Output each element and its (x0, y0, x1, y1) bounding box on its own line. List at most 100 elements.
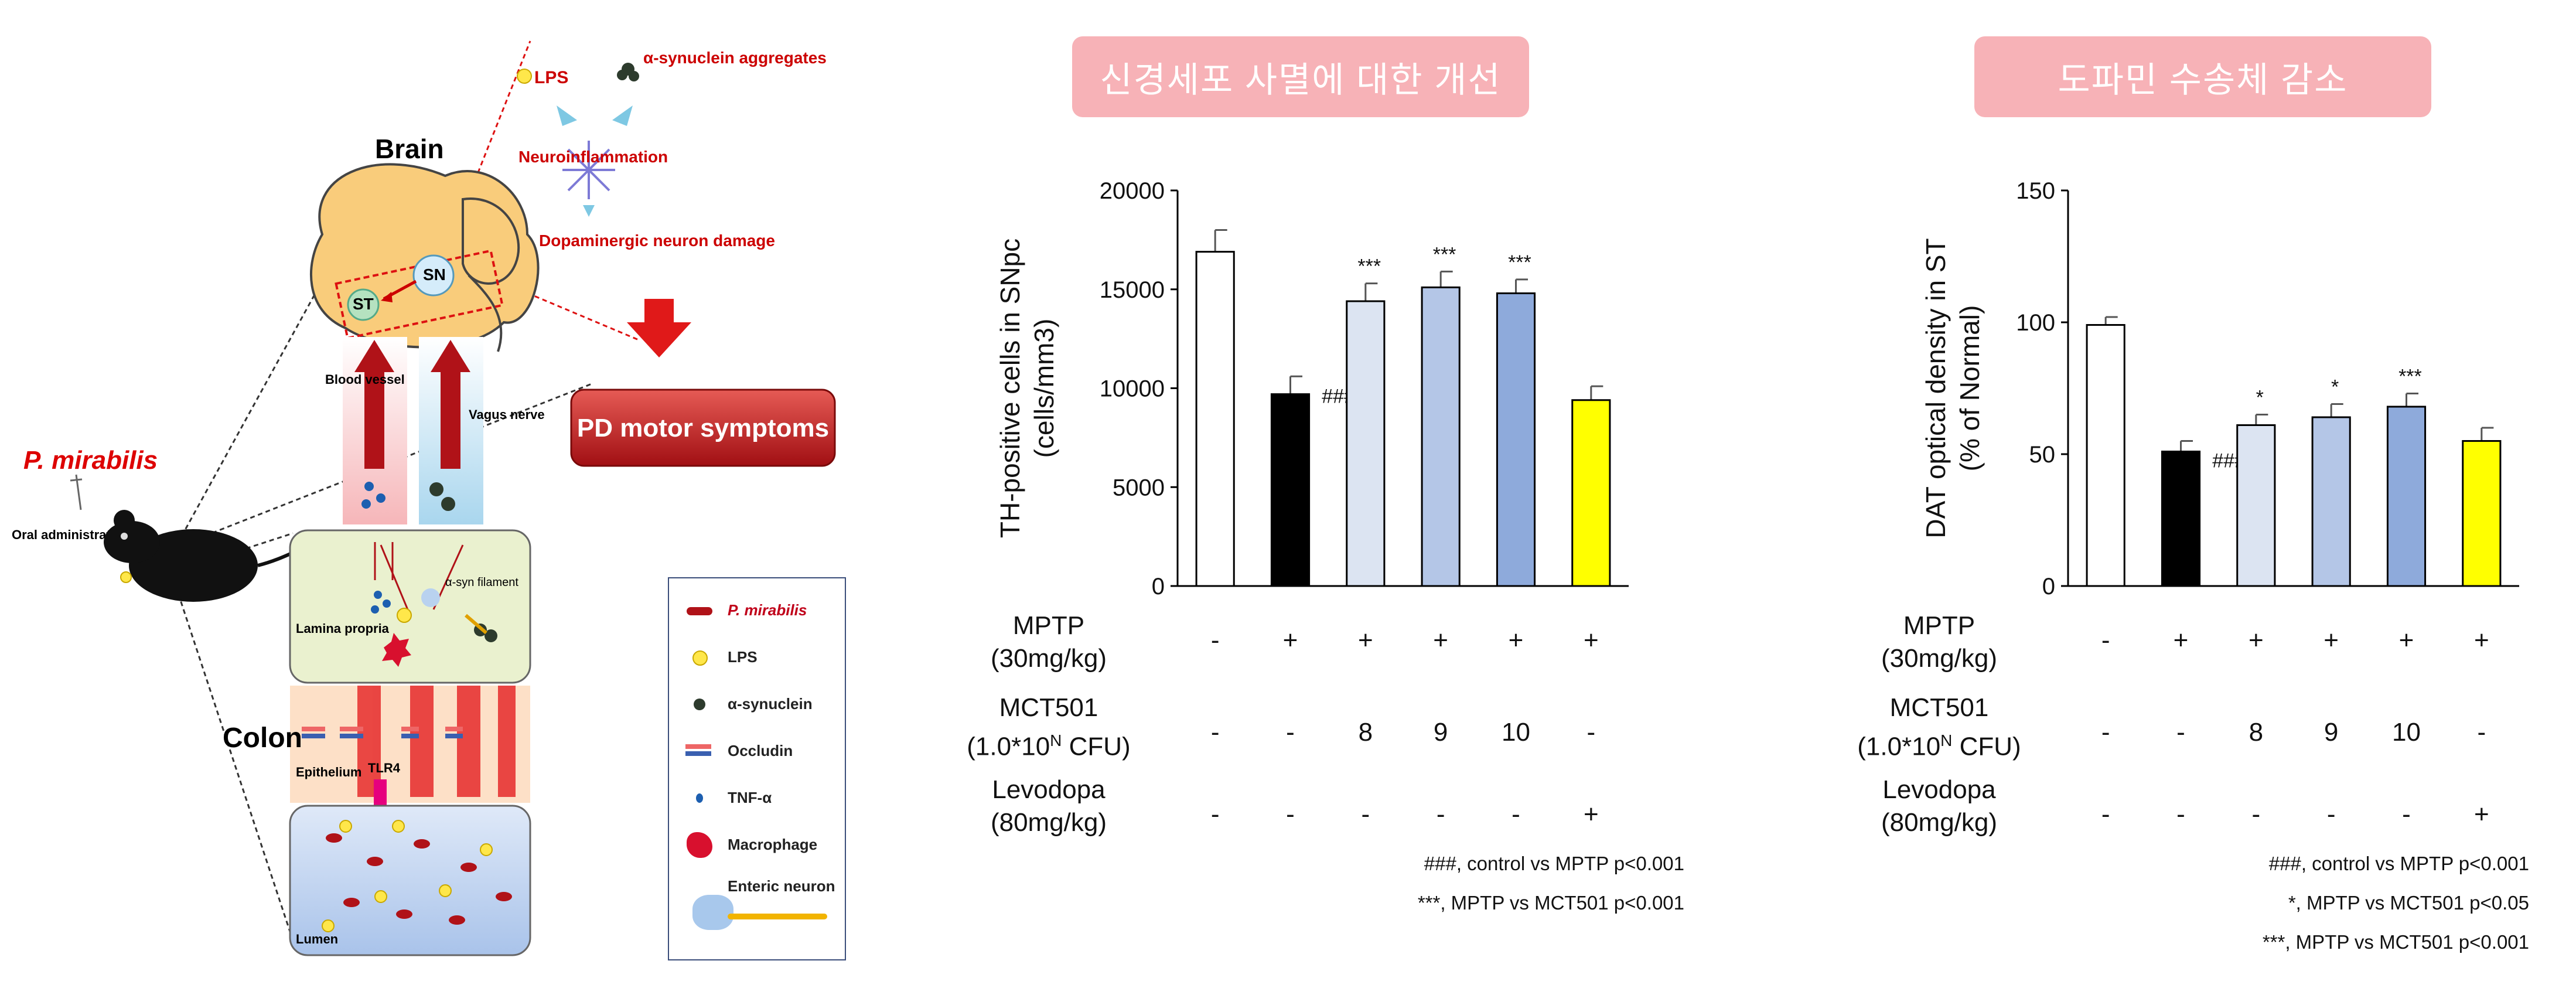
condition-cell-mptp: + (1282, 626, 1298, 655)
legend-row: α-synuclein (669, 681, 845, 728)
tnf-icon (696, 793, 703, 803)
condition-cell-levodopa: - (1512, 800, 1520, 829)
brain-illustration (309, 163, 540, 352)
y-tick-label: 150 (2016, 178, 2055, 204)
condition-cell-levodopa: - (1436, 800, 1445, 829)
legend-label: Enteric neuron (728, 877, 835, 895)
mct501-row-label-sub: (1.0*10N CFU) (1857, 731, 2021, 761)
legend-row: Enteric neuron (669, 871, 845, 948)
y-tick-label: 100 (2016, 310, 2055, 336)
condition-cell-mct: - (2176, 718, 2185, 747)
condition-cell-levodopa: - (2176, 800, 2185, 829)
y-tick-label: 15000 (1100, 277, 1165, 303)
significance-note: *, MPTP vs MCT501 p<0.05 (2288, 892, 2529, 914)
legend-label: LPS (728, 648, 758, 666)
bar (1496, 292, 1536, 587)
condition-cell-mptp: + (2173, 626, 2189, 655)
condition-cell-mct: - (1586, 718, 1596, 747)
lumen-box (289, 805, 531, 956)
condition-cell-mptp: + (2473, 626, 2489, 655)
bar (1571, 399, 1611, 587)
significance-note: ###, control vs MPTP p<0.001 (1424, 853, 1684, 874)
macrophage-icon (382, 633, 411, 667)
significance-annotation: *** (1508, 251, 1531, 274)
legend-row: LPS (669, 634, 845, 681)
condition-cell-mct: 8 (2249, 718, 2264, 747)
condition-cell-mct: - (1286, 718, 1295, 747)
y-tick-label: 10000 (1100, 376, 1165, 402)
sn-label: SN (423, 265, 446, 284)
y-axis-label-unit: (% of Normal) (1954, 305, 1985, 472)
significance-annotation: * (2331, 376, 2339, 398)
mouse-icon (104, 510, 329, 602)
condition-cell-levodopa: - (2251, 800, 2261, 829)
lamina-propria-label: Lamina propria (296, 621, 390, 636)
condition-cell-mct: 9 (1433, 718, 1448, 747)
condition-cell-levodopa: - (2402, 800, 2411, 829)
bacteria-cluster (322, 820, 512, 932)
condition-cell-levodopa: - (1361, 800, 1370, 829)
brain-label: Brain (375, 134, 444, 164)
condition-cell-mct: - (2101, 718, 2110, 747)
chart-title-neuron-death: 신경세포 사멸에 대한 개선 (1072, 36, 1529, 117)
pd-motor-symptoms-box (570, 389, 836, 467)
significance-annotation: *** (1433, 243, 1456, 265)
condition-cell-mptp: - (1210, 626, 1220, 655)
legend-label: P. mirabilis (728, 601, 807, 619)
syringe-icon (70, 474, 83, 510)
st-label: ST (353, 295, 374, 313)
bar (1270, 393, 1311, 587)
mct501-row-label: MCT501 (1.0*10N CFU) (1851, 691, 2027, 764)
legend-row: Macrophage (669, 822, 845, 868)
y-axis-label-unit: (cells/mm3) (1029, 319, 1059, 458)
enteric-neuron-axon (728, 914, 827, 919)
condition-cell-levodopa: - (1286, 800, 1295, 829)
arrow-down-right (557, 105, 577, 126)
vagus-nerve-label: Vagus nerve (469, 407, 545, 422)
significance-annotation: *** (1357, 255, 1381, 278)
condition-cell-levodopa: + (2473, 800, 2489, 829)
y-tick-label: 50 (2029, 442, 2056, 468)
condition-cell-mptp: + (1583, 626, 1599, 655)
bar (1195, 251, 1235, 587)
mct501-row-label-main: MCT501 (999, 693, 1098, 722)
diagram-legend: P. mirabilis LPS α-synuclein Occludin TN… (668, 577, 846, 960)
condition-cell-mptp: + (2248, 626, 2264, 655)
mechanism-diagram: Brain ST SN LPS α-synuclein aggregates N… (0, 0, 914, 985)
condition-cell-mptp: + (1433, 626, 1448, 655)
legend-label: Macrophage (728, 836, 818, 853)
condition-cell-levodopa: - (2101, 800, 2110, 829)
mechanism-diagram-svg: Brain ST SN LPS α-synuclein aggregates N… (12, 40, 836, 956)
y-tick-label: 0 (1152, 574, 1165, 599)
macrophage-icon (687, 832, 712, 858)
bar (2462, 440, 2502, 587)
mct501-row-label: MCT501 (1.0*10N CFU) (961, 691, 1137, 764)
red-down-arrow-icon (627, 299, 691, 357)
condition-cell-levodopa: - (2326, 800, 2336, 829)
levodopa-row-label: Levodopa (80mg/kg) (990, 775, 1107, 837)
legend-label: α-synuclein (728, 695, 813, 713)
microglia-icon (562, 141, 615, 199)
bacteria-icon (687, 607, 712, 615)
condition-cell-levodopa: - (1210, 800, 1220, 829)
lps-icon (517, 69, 532, 84)
y-axis-label: TH-positive cells in SNpc (995, 239, 1025, 538)
condition-cell-mptp: + (1357, 626, 1373, 655)
condition-cell-mct: 9 (2323, 718, 2339, 747)
condition-cell-mct: 10 (1502, 718, 1530, 747)
significance-annotation: *** (2398, 366, 2422, 388)
condition-cell-mct: - (2477, 718, 2486, 747)
y-tick-label: 20000 (1100, 178, 1165, 204)
mptp-row-label: MPTP (30mg/kg) (1881, 611, 1998, 673)
y-tick-label: 5000 (1113, 475, 1165, 500)
chart-panel-dopamine-transporter: 도파민 수송체 감소 0 50 100 150 DAT optical density … (1840, 0, 2576, 985)
significance-note: ###, control vs MPTP p<0.001 (2268, 853, 2529, 874)
lumen-label: Lumen (296, 932, 338, 946)
occludin-icon-bottom (685, 751, 711, 756)
bar (1346, 300, 1386, 587)
mct501-row-label-main: MCT501 (1889, 693, 1989, 722)
bar (2161, 451, 2201, 587)
legend-label: TNF-α (728, 789, 772, 806)
condition-cell-mptp: + (1508, 626, 1524, 655)
epithelium-label: Epithelium (296, 765, 361, 779)
